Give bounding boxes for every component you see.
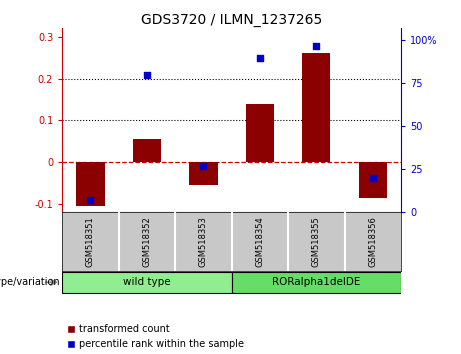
Text: wild type: wild type: [123, 277, 171, 287]
Bar: [302, 53, 331, 162]
Text: GSM518354: GSM518354: [255, 216, 265, 267]
Bar: [359, 162, 387, 198]
Text: GSM518351: GSM518351: [86, 216, 95, 267]
Text: GSM518353: GSM518353: [199, 216, 208, 267]
Point: [369, 175, 377, 181]
Bar: [189, 162, 218, 185]
Text: RORalpha1delDE: RORalpha1delDE: [272, 277, 361, 287]
Bar: [62, 272, 231, 293]
Bar: [246, 104, 274, 162]
Bar: [77, 162, 105, 206]
Text: GSM518352: GSM518352: [142, 216, 152, 267]
Text: GSM518356: GSM518356: [368, 216, 378, 267]
Point: [256, 55, 264, 61]
Point: [87, 198, 94, 203]
Bar: [231, 272, 401, 293]
Point: [143, 72, 151, 78]
Text: GSM518355: GSM518355: [312, 216, 321, 267]
Title: GDS3720 / ILMN_1237265: GDS3720 / ILMN_1237265: [141, 13, 322, 27]
Point: [200, 163, 207, 169]
Legend: transformed count, percentile rank within the sample: transformed count, percentile rank withi…: [67, 324, 244, 349]
Bar: [133, 139, 161, 162]
Point: [313, 43, 320, 48]
Text: genotype/variation: genotype/variation: [0, 277, 60, 287]
